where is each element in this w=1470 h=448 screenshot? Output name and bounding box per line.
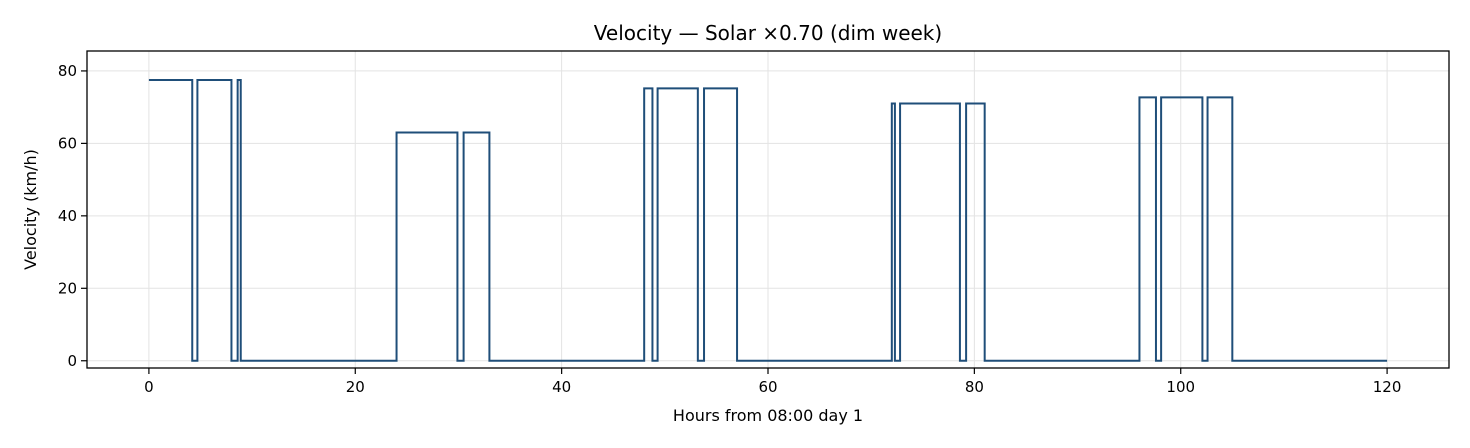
y-tick-label: 0 [67, 352, 77, 370]
x-tick-label: 80 [965, 378, 984, 396]
y-tick-label: 40 [58, 207, 77, 225]
x-tick-label: 100 [1166, 378, 1195, 396]
series-layer [148, 78, 1388, 362]
grid [87, 51, 1449, 368]
ticks: 0 20 40 60 80 100 120 0 20 40 60 80 [58, 62, 1402, 396]
y-tick-label: 20 [58, 279, 77, 297]
velocity-series-line [148, 78, 1388, 362]
x-tick-label: 20 [346, 378, 365, 396]
x-axis-label: Hours from 08:00 day 1 [673, 406, 863, 425]
y-tick-label: 60 [58, 134, 77, 152]
chart-title: Velocity — Solar ×0.70 (dim week) [594, 21, 942, 45]
y-axis-label: Velocity (km/h) [21, 149, 40, 270]
x-tick-label: 120 [1373, 378, 1402, 396]
y-tick-label: 80 [58, 62, 77, 80]
x-tick-label: 40 [552, 378, 571, 396]
x-tick-label: 0 [144, 378, 154, 396]
x-tick-label: 60 [758, 378, 777, 396]
